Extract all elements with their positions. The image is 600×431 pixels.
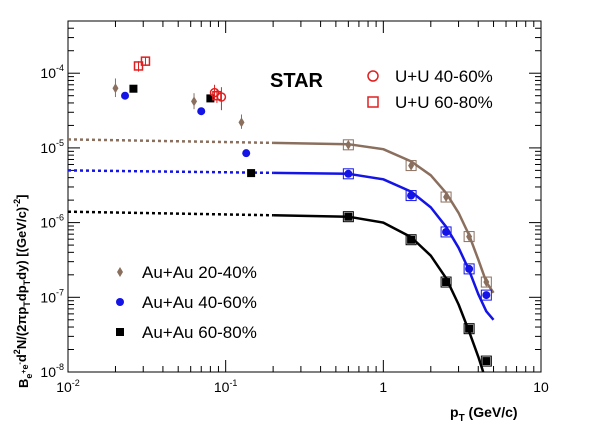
point-auau4060 xyxy=(407,191,416,200)
point-auau2040 xyxy=(191,96,198,107)
point-auau6080 xyxy=(247,169,256,178)
x-tick-label: 1 xyxy=(379,379,387,395)
plot-frame xyxy=(67,20,542,373)
point-auau2040 xyxy=(443,192,450,203)
point-auau6080 xyxy=(206,94,215,103)
y-tick-label: 10-8 xyxy=(40,362,64,380)
svg-text:Be+e-d2N/(2πpTdpTdy) [(GeV/c)-: Be+e-d2N/(2πpTdpTdy) [(GeV/c)-2] xyxy=(12,195,34,389)
y-tick-label: 10-6 xyxy=(40,213,64,231)
point-auau6080 xyxy=(344,212,353,221)
legend-label-auau4060: Au+Au 40-60% xyxy=(142,293,257,312)
x-tick-label: 10 xyxy=(533,379,549,395)
sys-box-auau6080 xyxy=(480,355,492,367)
point-auau4060 xyxy=(465,264,474,273)
axis-ticks xyxy=(67,20,541,373)
sys-box-auau4060 xyxy=(440,226,452,238)
point-auau6080 xyxy=(465,324,474,333)
point-auau2040 xyxy=(112,83,119,94)
sys-box-auau6080 xyxy=(440,276,452,288)
legend-marker-uu6080 xyxy=(367,96,379,108)
sys-box-auau4060 xyxy=(405,190,417,202)
point-auau6080 xyxy=(129,84,138,93)
fit-curve-auau2040 xyxy=(273,141,495,294)
legend-marker-uu4060 xyxy=(367,70,379,82)
legend-marker-auau4060 xyxy=(116,298,124,306)
point-auau4060 xyxy=(121,91,130,100)
plot-border xyxy=(67,20,542,373)
point-auau6080 xyxy=(482,357,491,366)
point-uu4060 xyxy=(209,87,220,98)
y-tick-label: 10-4 xyxy=(40,63,64,81)
x-axis-label: pT (GeV/c) xyxy=(450,404,518,424)
point-auau4060 xyxy=(242,149,251,158)
sys-box-auau6080 xyxy=(405,234,417,246)
point-auau2040 xyxy=(408,160,415,171)
data-points xyxy=(112,56,492,367)
x-tick-label: 10-2 xyxy=(56,378,80,395)
point-auau6080 xyxy=(442,278,451,287)
sys-box-auau6080 xyxy=(463,323,475,335)
legend-marker-auau2040 xyxy=(117,267,123,277)
point-auau2040 xyxy=(483,277,490,288)
point-auau4060 xyxy=(344,169,353,178)
legend-label-auau6080: Au+Au 60-80% xyxy=(142,323,257,342)
point-auau4060 xyxy=(442,227,451,236)
fit-curve-auau6080 xyxy=(273,214,485,373)
legend-top-right: U+U 40-60% U+U 60-80% xyxy=(367,67,493,112)
fit-curve-dotted-auau6080 xyxy=(67,210,274,217)
point-auau6080 xyxy=(407,235,416,244)
y-axis-label: Be+e-d2N/(2πpTdpTdy) [(GeV/c)-2] xyxy=(12,195,34,389)
point-uu6080 xyxy=(133,61,144,71)
fit-curve-auau4060 xyxy=(273,171,495,321)
legend-bottom-left: Au+Au 20-40% Au+Au 40-60% Au+Au 60-80% xyxy=(116,263,257,342)
point-uu6080 xyxy=(212,90,222,101)
legend-label-auau2040: Au+Au 20-40% xyxy=(142,263,257,282)
legend-label-uu4060: U+U 40-60% xyxy=(395,67,493,86)
fit-curves xyxy=(67,138,495,373)
x-tick-label: 10-1 xyxy=(214,378,238,395)
point-uu6080 xyxy=(140,56,151,66)
sys-box-auau4060 xyxy=(463,263,475,275)
y-tick-label: 10-7 xyxy=(40,287,64,305)
sys-box-auau6080 xyxy=(342,211,354,223)
legend-label-uu6080: U+U 60-80% xyxy=(395,93,493,112)
fit-curve-dotted-auau2040 xyxy=(67,138,274,145)
legend-marker-auau6080 xyxy=(116,328,124,336)
point-auau4060 xyxy=(482,291,491,300)
point-auau2040 xyxy=(238,117,245,128)
point-auau2040 xyxy=(466,231,473,242)
y-tick-label: 10-5 xyxy=(40,138,64,156)
fit-curve-dotted-auau4060 xyxy=(67,169,274,175)
point-auau4060 xyxy=(197,107,206,116)
sys-box-auau4060 xyxy=(342,168,354,180)
sys-box-auau4060 xyxy=(480,289,492,301)
tick-labels: 10-2 10-1 1 10 10-8 10-7 10-6 10-5 10-4 xyxy=(40,63,549,395)
point-auau2040 xyxy=(345,139,352,150)
experiment-label: STAR xyxy=(270,70,324,92)
